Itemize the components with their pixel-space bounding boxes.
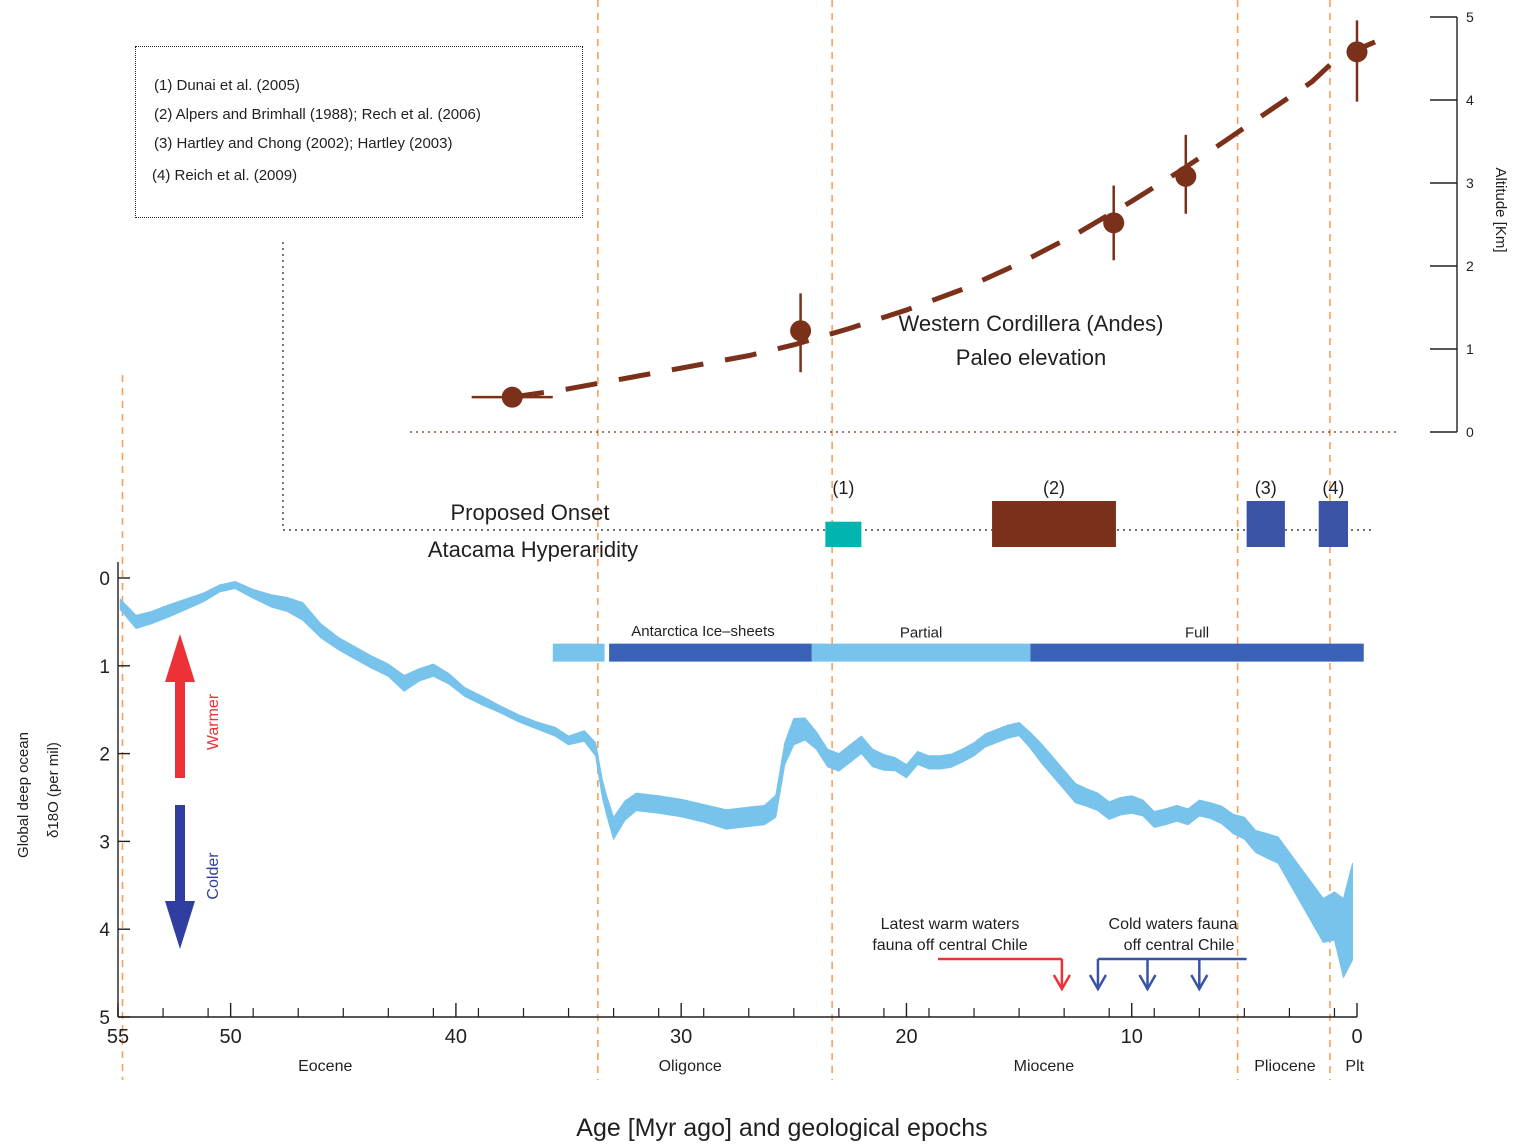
fauna-label-line1: Latest warm waters <box>881 916 1020 933</box>
altitude-tick-label: 0 <box>1466 424 1474 440</box>
x-tick-label: 10 <box>1121 1026 1143 1048</box>
onset-bar-label: (2) <box>1043 478 1065 498</box>
onset-bar <box>992 501 1116 547</box>
epoch-labels: Eocene Oligonce Miocene Pliocene Plt <box>298 1058 1365 1075</box>
elevation-point <box>1346 41 1368 63</box>
elevation-point <box>790 320 812 342</box>
fauna-markers: Latest warm waters fauna off central Chil… <box>872 916 1247 992</box>
x-tick-label: 50 <box>220 1026 242 1048</box>
delta18o-band <box>119 581 1353 978</box>
onset-bar <box>825 521 862 547</box>
fauna-arrow-head <box>1088 974 1108 992</box>
reference-4: (4) Reich et al. (2009) <box>152 167 298 184</box>
ice-sheet-segment <box>1030 643 1364 662</box>
altitude-tick-label: 4 <box>1466 92 1474 108</box>
elevation-dashed-curve <box>511 39 1377 400</box>
onset-bar <box>1318 501 1348 547</box>
warmer-arrow-head <box>165 634 195 682</box>
ice-sheet-label: Full <box>1185 625 1209 642</box>
elevation-point <box>1103 212 1125 234</box>
epoch-label: Oligonce <box>659 1058 722 1075</box>
ice-sheet-segment <box>609 643 812 662</box>
x-tick-label: 30 <box>670 1026 692 1048</box>
elevation-point <box>1175 165 1197 187</box>
altitude-axis: 0 1 2 3 4 5 <box>1430 9 1474 440</box>
x-tick-label: 0 <box>1351 1026 1362 1048</box>
fauna-arrow-head <box>1052 974 1071 992</box>
x-tick-label: 55 <box>107 1026 129 1048</box>
elevation-plot <box>471 20 1377 408</box>
colder-arrow-head <box>165 901 195 949</box>
altitude-tick-label: 1 <box>1466 341 1474 357</box>
x-axis-title: Age [Myr ago] and geological epochs <box>576 1114 987 1142</box>
onset-bar-label: (4) <box>1322 478 1344 498</box>
fauna-label-line2: off central Chile <box>1124 937 1235 954</box>
hyperaridity-onset-bars: (1) (2) (3) (4) <box>825 478 1348 547</box>
warmer-label: Warmer <box>205 693 222 750</box>
delta18o-envelope <box>119 581 1353 978</box>
reference-3: (3) Hartley and Chong (2002); Hartley (2… <box>154 135 453 152</box>
temperature-indicators: Warmer Colder <box>165 634 222 949</box>
onset-label-line1: Proposed Onset <box>451 500 610 525</box>
delta18o-ylabel-line2: δ18O (per mil) <box>45 742 62 838</box>
epoch-label: Miocene <box>1014 1058 1075 1075</box>
x-tick-label: 20 <box>895 1026 917 1048</box>
elevation-title: Western Cordillera (Andes) <box>899 311 1164 336</box>
ice-sheet-title: Antarctica Ice–sheets <box>631 623 774 640</box>
fauna-label-line1: Cold waters fauna <box>1109 916 1238 933</box>
y-tick-label: 1 <box>99 657 110 678</box>
fauna-label-line2: fauna off central Chile <box>872 937 1027 954</box>
colder-label: Colder <box>205 852 222 900</box>
onset-bar-label: (3) <box>1255 478 1277 498</box>
elevation-subtitle: Paleo elevation <box>956 345 1106 370</box>
onset-bar-label: (1) <box>832 478 854 498</box>
delta18o-ylabel-line1: Global deep ocean <box>15 732 32 858</box>
epoch-label: Plt <box>1345 1058 1364 1075</box>
y-tick-label: 4 <box>99 920 110 941</box>
elevation-point <box>501 386 523 408</box>
epoch-label: Pliocene <box>1254 1058 1315 1075</box>
onset-bar <box>1246 501 1285 547</box>
y-tick-label: 2 <box>99 745 110 766</box>
onset-label-line2: Atacama Hyperaridity <box>428 537 638 562</box>
warmer-arrow-shaft <box>175 678 185 778</box>
y-tick-label: 5 <box>99 1008 110 1029</box>
ice-sheet-bars: Partial Full <box>552 625 1364 662</box>
ice-sheet-label: Partial <box>900 625 943 642</box>
altitude-axis-label: Altitude [Km] <box>1492 167 1509 252</box>
ice-sheet-segment <box>811 643 1031 662</box>
delta18o-axes: 0 1 2 3 4 555 50 40 30 20 10 0 <box>99 562 1363 1048</box>
reference-2: (2) Alpers and Brimhall (1988); Rech et … <box>154 106 481 123</box>
altitude-tick-label: 2 <box>1466 258 1474 274</box>
colder-arrow-shaft <box>175 805 185 905</box>
altitude-tick-label: 3 <box>1466 175 1474 191</box>
y-tick-label: 0 <box>99 569 110 590</box>
fauna-arrow-head <box>1190 974 1209 992</box>
ice-sheet-segment <box>552 643 605 662</box>
references-box: (1) Dunai et al. (2005) (2) Alpers and B… <box>135 46 583 218</box>
reference-1: (1) Dunai et al. (2005) <box>154 77 300 94</box>
altitude-tick-label: 5 <box>1466 9 1474 25</box>
fauna-arrow-head <box>1138 974 1157 992</box>
y-tick-label: 3 <box>99 832 110 853</box>
epoch-label: Eocene <box>298 1058 352 1075</box>
x-tick-label: 40 <box>445 1026 467 1048</box>
